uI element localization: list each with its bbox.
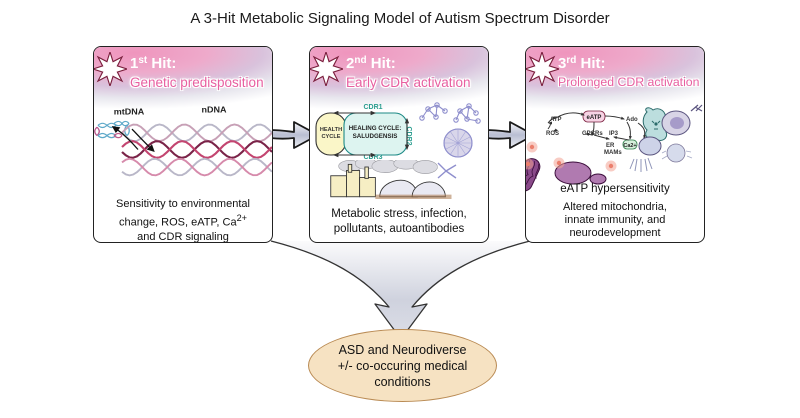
svg-text:SALUDGENSIS: SALUDGENSIS — [353, 133, 398, 140]
svg-text:MAMs: MAMs — [604, 150, 622, 156]
svg-text:IP3: IP3 — [609, 131, 619, 137]
svg-text:CYCLE: CYCLE — [322, 134, 341, 140]
svg-text:nDNA: nDNA — [202, 105, 228, 114]
svg-text:HEALING CYCLE:: HEALING CYCLE: — [349, 125, 402, 132]
svg-text:CDR1: CDR1 — [363, 104, 382, 111]
svg-text:Ado: Ado — [626, 117, 638, 123]
svg-text:ROS: ROS — [546, 131, 559, 137]
svg-text:mtDNA: mtDNA — [114, 107, 145, 117]
svg-text:Ca2+: Ca2+ — [623, 143, 636, 149]
svg-text:HEALTH: HEALTH — [320, 127, 342, 133]
svg-text:eATP: eATP — [587, 115, 602, 121]
svg-text:ER: ER — [606, 143, 615, 149]
